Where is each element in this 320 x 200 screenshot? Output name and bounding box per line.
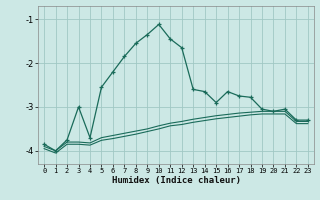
- X-axis label: Humidex (Indice chaleur): Humidex (Indice chaleur): [111, 176, 241, 185]
